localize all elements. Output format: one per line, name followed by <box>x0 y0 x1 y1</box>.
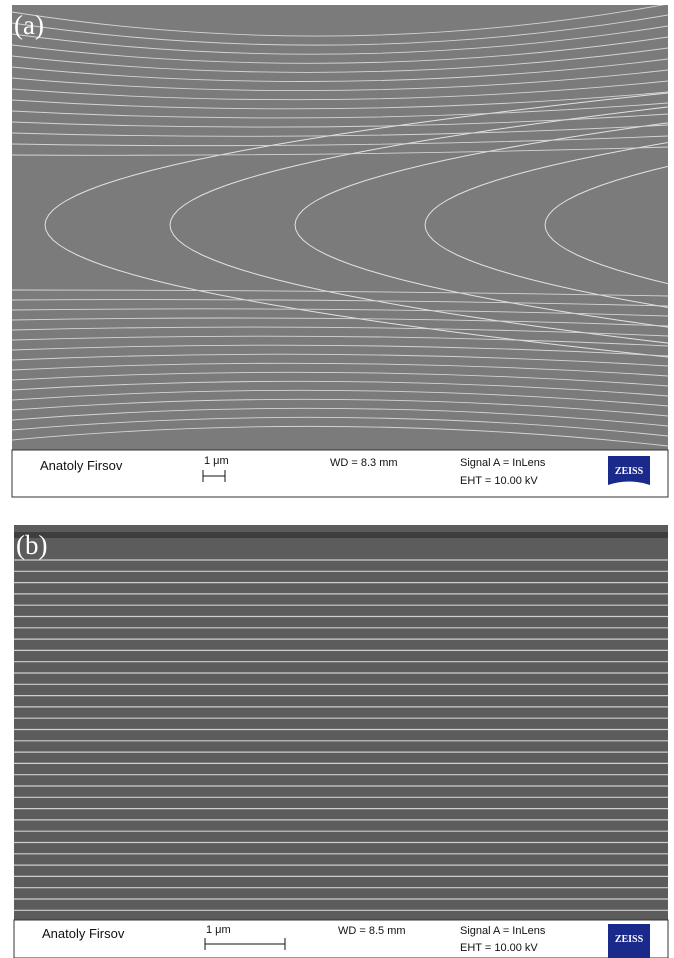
logo-text: ZEISS <box>615 466 644 477</box>
working-distance: WD = 8.3 mm <box>330 457 398 469</box>
operator: Anatoly Firsov <box>40 458 123 473</box>
eht: EHT = 10.00 kV <box>460 942 538 954</box>
signal: Signal A = InLens <box>460 925 546 937</box>
eht: EHT = 10.00 kV <box>460 475 538 487</box>
panel-label: (a) <box>14 10 44 40</box>
panel-label: (b) <box>16 530 47 560</box>
working-distance: WD = 8.5 mm <box>338 925 406 937</box>
figure: (a) Anatoly Firsov 1 μm WD = 8.3 mm Sign… <box>0 0 674 958</box>
logo-text: ZEISS <box>615 934 644 945</box>
scale-label: 1 μm <box>204 455 229 467</box>
operator: Anatoly Firsov <box>42 926 125 941</box>
scale-label: 1 μm <box>206 924 231 936</box>
sem-image-b <box>14 525 668 920</box>
signal: Signal A = InLens <box>460 457 546 469</box>
